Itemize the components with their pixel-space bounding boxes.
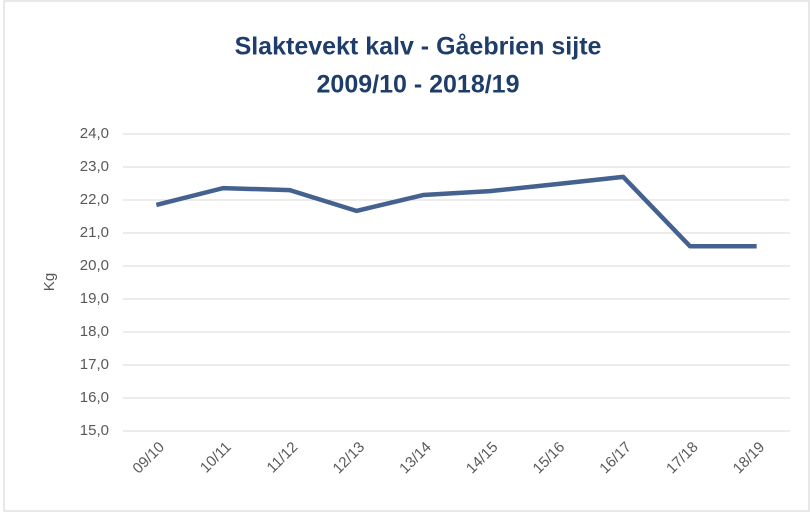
y-axis-label: Kg [41, 273, 58, 291]
y-tick-label: 21,0 [80, 224, 109, 241]
y-tick-label: 17,0 [80, 356, 109, 373]
y-tick-label: 22,0 [80, 191, 109, 208]
chart-frame [3, 0, 810, 512]
y-tick-label: 15,0 [80, 422, 109, 439]
y-tick-label: 16,0 [80, 389, 109, 406]
data-line [155, 174, 757, 249]
y-tick-label: 23,0 [80, 158, 109, 175]
y-tick-label: 19,0 [80, 290, 109, 307]
y-tick-label: 20,0 [80, 257, 109, 274]
y-tick-label: 18,0 [80, 323, 109, 340]
y-tick-label: 24,0 [80, 125, 109, 142]
chart-title: Slaktevekt kalv - Gåebrien sijte [235, 33, 602, 61]
chart-subtitle: 2009/10 - 2018/19 [317, 71, 520, 99]
